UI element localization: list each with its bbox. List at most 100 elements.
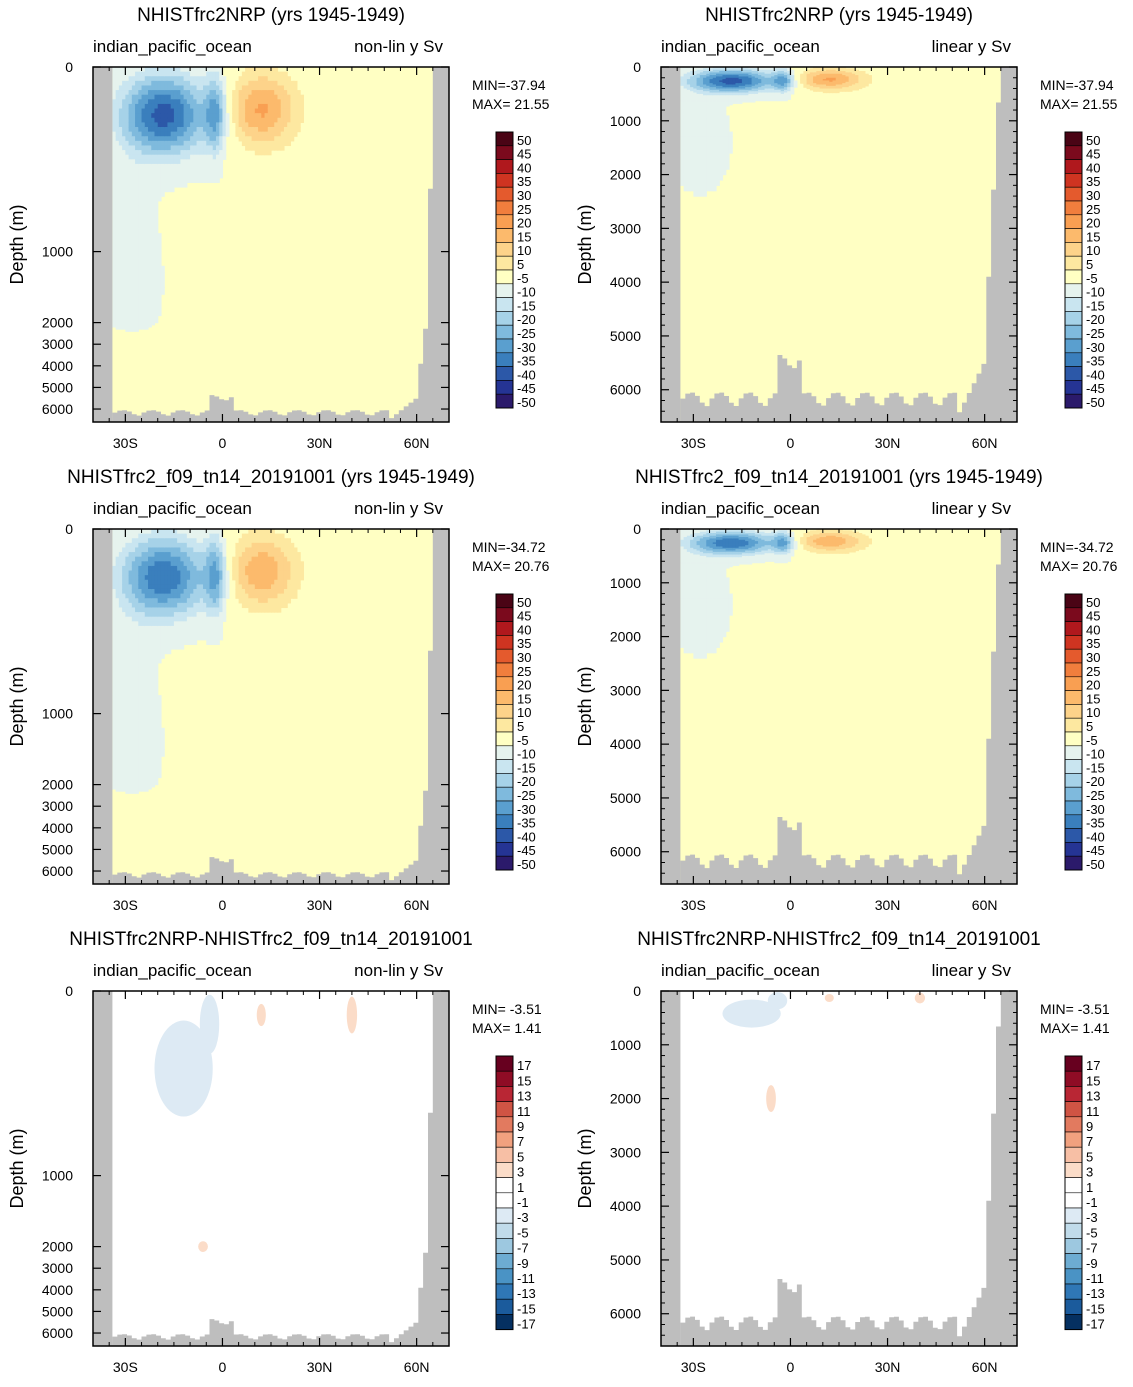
field-cell	[725, 71, 730, 73]
field-cell	[219, 80, 224, 87]
field-cell	[245, 94, 249, 100]
field-cell	[774, 80, 779, 83]
field-cell	[148, 94, 152, 100]
field-cell	[725, 120, 730, 127]
field-cell	[774, 88, 779, 91]
field-cell	[683, 81, 688, 84]
field-cell	[148, 315, 152, 324]
field-cell	[141, 308, 146, 317]
field-cell	[141, 186, 146, 193]
field-cell	[706, 153, 711, 160]
field-cell	[748, 76, 753, 79]
field-cell	[719, 119, 724, 122]
field-cell	[683, 107, 688, 110]
field-cell	[290, 126, 295, 133]
field-cell	[735, 97, 740, 100]
field-cell	[771, 96, 775, 99]
field-cell	[118, 205, 123, 211]
field-cell	[206, 94, 211, 100]
field-cell	[267, 71, 272, 77]
field-cell	[722, 68, 727, 71]
field-cell	[131, 246, 136, 253]
field-cell	[112, 177, 117, 183]
field-cell	[135, 76, 139, 82]
field-cell	[144, 67, 149, 73]
field-cell	[138, 308, 143, 317]
field-cell	[141, 113, 146, 119]
field-cell	[196, 131, 201, 137]
field-cell	[771, 91, 775, 94]
field-cell	[712, 67, 717, 69]
field-cell	[771, 84, 775, 87]
field-cell	[154, 182, 159, 188]
field-cell	[754, 84, 759, 87]
field-cell	[148, 322, 152, 326]
field-cell	[144, 177, 149, 183]
field-cell	[196, 173, 201, 179]
field-cell	[264, 90, 269, 96]
field-cell	[131, 251, 136, 260]
field-cell	[160, 734, 165, 743]
field-cell	[699, 119, 704, 122]
field-cell	[151, 246, 156, 253]
field-cell	[148, 177, 152, 183]
field-cell	[764, 75, 769, 78]
field-cell	[212, 99, 217, 105]
field-cell	[183, 90, 188, 96]
field-cell	[186, 140, 191, 147]
field-cell	[154, 168, 159, 174]
field-cell	[203, 131, 207, 137]
field-cell	[254, 108, 259, 114]
field-cell	[125, 67, 130, 73]
field-cell	[790, 71, 795, 73]
field-cell	[131, 140, 136, 147]
field-cell	[706, 75, 711, 78]
y-tick-label: 6000	[42, 401, 73, 417]
field-cell	[164, 182, 169, 188]
field-cell	[148, 294, 152, 302]
field-cell	[690, 174, 694, 181]
field-cell	[696, 93, 701, 96]
field-cell	[690, 99, 694, 102]
field-cell	[238, 113, 243, 119]
field-cell	[138, 196, 143, 202]
field-cell	[203, 94, 207, 100]
field-cell	[728, 103, 733, 106]
field-cell	[135, 154, 139, 160]
field-cell	[803, 73, 808, 76]
field-cell	[751, 92, 756, 95]
field-cell	[118, 108, 123, 114]
field-cell	[703, 169, 707, 176]
field-cell	[267, 150, 272, 156]
field-cell	[261, 113, 266, 119]
field-cell	[780, 99, 785, 102]
field-cell	[699, 83, 704, 86]
field-cell	[787, 76, 792, 79]
field-cell	[209, 131, 214, 137]
field-cell	[183, 182, 188, 188]
field-cell	[703, 80, 707, 83]
field-cell	[261, 117, 266, 123]
field-cell	[716, 147, 720, 154]
field-cell	[118, 294, 123, 302]
field-cell	[774, 96, 779, 99]
field-cell	[712, 131, 717, 138]
field-cell	[767, 77, 772, 80]
field-cell	[699, 142, 704, 149]
field-cell	[219, 150, 224, 156]
field-cell	[151, 322, 156, 326]
field-cell	[287, 94, 292, 100]
colorbar-label: 30	[1086, 188, 1100, 203]
field-cell	[112, 159, 117, 165]
field-cell	[803, 77, 808, 80]
field-cell	[699, 79, 704, 82]
field-cell	[199, 145, 204, 151]
field-cell	[219, 168, 224, 174]
field-cell	[138, 219, 143, 225]
field-cell	[690, 114, 694, 117]
field-cell	[154, 136, 159, 142]
field-cell	[719, 112, 724, 115]
field-cell	[170, 150, 175, 156]
field-cell	[699, 147, 704, 154]
field-cell	[680, 71, 685, 73]
